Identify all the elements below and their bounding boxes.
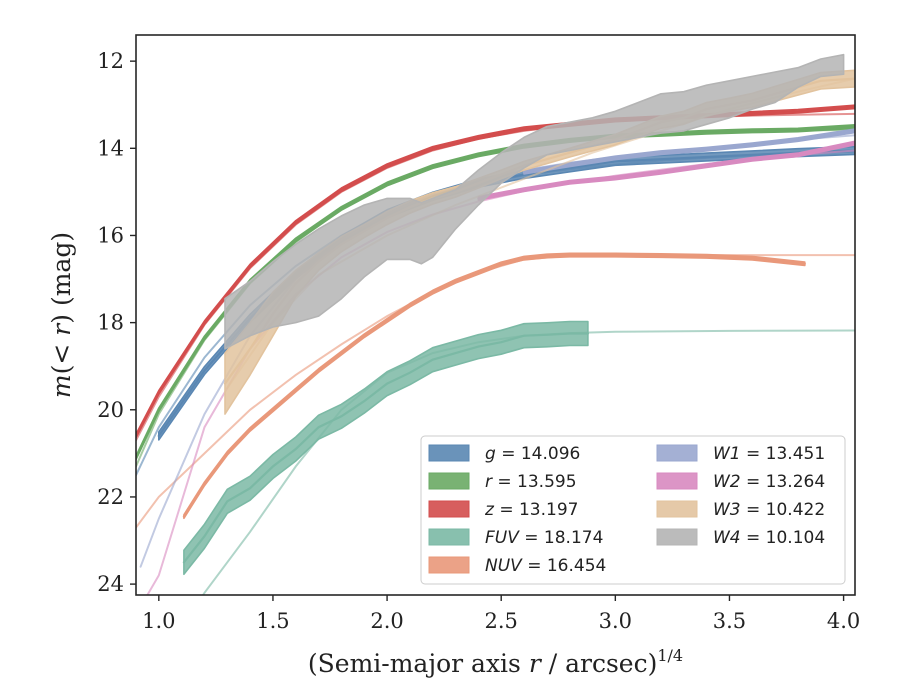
legend-swatch-w2 bbox=[656, 472, 698, 490]
legend-label-g: g = 14.096 bbox=[485, 444, 580, 464]
legend-item-r: r = 13.595 bbox=[428, 472, 577, 492]
y-tick-label: 24 bbox=[97, 572, 124, 596]
legend-swatch-fuv bbox=[428, 528, 470, 546]
legend-item-w3: W3 = 10.422 bbox=[656, 500, 825, 520]
y-tick-label: 12 bbox=[97, 49, 124, 73]
y-tick-label: 16 bbox=[97, 223, 124, 247]
y-tick-label: 20 bbox=[97, 398, 124, 422]
plot-area bbox=[136, 53, 855, 595]
legend-swatch-r bbox=[428, 472, 470, 490]
data-line-nuv bbox=[182, 254, 806, 518]
x-tick-label: 1.5 bbox=[256, 609, 289, 633]
x-tick-label: 2.5 bbox=[485, 609, 518, 633]
legend-label-w4: W4 = 10.104 bbox=[713, 528, 825, 548]
x-tick-label: 3.0 bbox=[599, 609, 632, 633]
series-fuv bbox=[182, 320, 855, 595]
legend-swatch-nuv bbox=[428, 556, 470, 574]
legend-label-r: r = 13.595 bbox=[485, 472, 577, 492]
x-tick-label: 4.0 bbox=[827, 609, 860, 633]
y-axis-title: m(< r) (mag) bbox=[47, 232, 76, 398]
legend-item-g: g = 14.096 bbox=[428, 444, 580, 464]
legend-item-w4: W4 = 10.104 bbox=[656, 528, 825, 548]
legend: g = 14.096 r = 13.595 z = 13.197 FUV = 18.1… bbox=[420, 435, 846, 585]
x-tick-label: 2.0 bbox=[370, 609, 403, 633]
legend-item-nuv: NUV = 16.454 bbox=[428, 556, 606, 576]
legend-label-w1: W1 = 13.451 bbox=[713, 444, 825, 464]
legend-item-w2: W2 = 13.264 bbox=[656, 472, 825, 492]
legend-label-nuv: NUV = 16.454 bbox=[485, 556, 606, 576]
legend-label-w3: W3 = 10.422 bbox=[713, 500, 825, 520]
legend-item-fuv: FUV = 18.174 bbox=[428, 528, 603, 548]
series-nuv bbox=[136, 252, 855, 529]
data-band-r bbox=[136, 124, 855, 461]
data-line-w2 bbox=[477, 142, 855, 200]
legend-label-w2: W2 = 13.264 bbox=[713, 472, 825, 492]
legend-swatch-w1 bbox=[656, 444, 698, 462]
data-line-fuv bbox=[182, 332, 589, 564]
plot-frame bbox=[135, 34, 856, 596]
legend-swatch-z bbox=[428, 500, 470, 518]
y-tick-label: 14 bbox=[97, 136, 124, 160]
legend-label-fuv: FUV = 18.174 bbox=[485, 528, 603, 548]
y-tick-label: 22 bbox=[97, 485, 124, 509]
legend-swatch-w4 bbox=[656, 528, 698, 546]
data-band-fuv bbox=[183, 320, 589, 576]
axes: 1.0 1.5 2.0 2.5 3.0 3.5 4.0 12 14 16 18 20 22 24 (Semi… bbox=[47, 34, 860, 678]
data-band-nuv bbox=[183, 252, 806, 520]
legend-swatch-g bbox=[428, 444, 470, 462]
legend-item-z: z = 13.197 bbox=[428, 500, 578, 520]
x-tick-label: 1.0 bbox=[142, 609, 175, 633]
data-line-w1 bbox=[522, 129, 855, 174]
x-axis-title: (Semi-major axis r / arcsec)1/4 bbox=[308, 646, 683, 678]
x-tick-label: 3.5 bbox=[713, 609, 746, 633]
legend-swatch-w3 bbox=[656, 500, 698, 518]
legend-item-w1: W1 = 13.451 bbox=[656, 444, 825, 464]
data-band-w4 bbox=[224, 53, 845, 350]
legend-box bbox=[420, 435, 846, 585]
y-tick-label: 18 bbox=[97, 311, 124, 335]
data-band-z bbox=[136, 104, 855, 439]
series-w4 bbox=[224, 53, 845, 350]
legend-label-z: z = 13.197 bbox=[484, 500, 578, 520]
